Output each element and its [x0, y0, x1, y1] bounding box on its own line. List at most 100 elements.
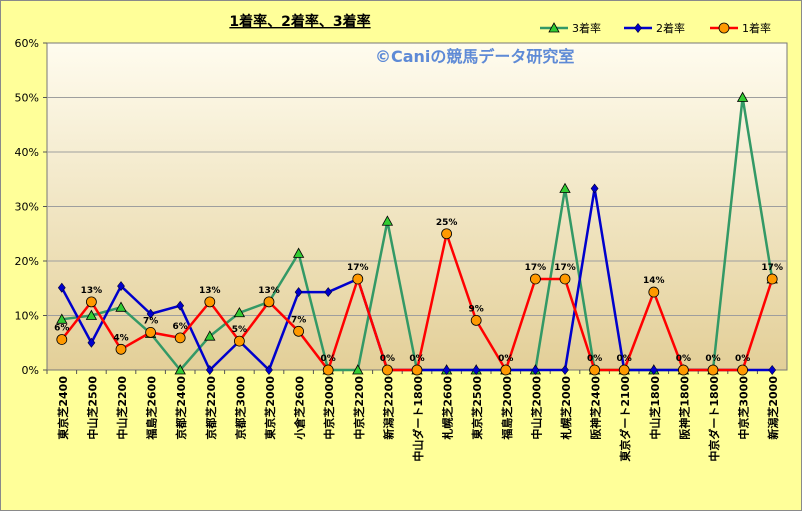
data-point-marker [115, 343, 127, 355]
data-point-marker [145, 326, 157, 338]
x-tick-label: 新潟芝2000 [766, 376, 780, 440]
legend-label: 1着率 [742, 21, 771, 35]
x-tick-label: 東京芝2500 [470, 376, 484, 440]
data-point-marker [768, 365, 777, 375]
y-tick-label: 0% [22, 364, 39, 377]
data-point-marker [737, 364, 748, 376]
data-point-marker [56, 313, 68, 324]
data-point-marker [500, 364, 512, 376]
data-point-marker [589, 364, 600, 376]
x-axis-ticks: 東京芝2400 中山芝2500 中山芝2200 福島芝2600 京都芝2400 京都芝22… [46, 370, 780, 462]
data-label: 25% [436, 218, 458, 228]
data-label: 0% [676, 354, 691, 364]
data-label: 0% [735, 354, 750, 364]
data-point-marker [263, 296, 275, 308]
data-point-marker [204, 330, 216, 341]
x-tick-label: 福島芝2000 [500, 376, 514, 441]
data-point-marker [442, 365, 451, 375]
series-circle [56, 228, 778, 376]
data-point-marker [618, 364, 630, 376]
data-point-marker [648, 286, 660, 298]
data-point-marker [57, 282, 66, 293]
data-point-marker [293, 325, 305, 337]
data-point-marker [146, 308, 155, 319]
x-tick-label: 中山芝2500 [85, 376, 99, 440]
data-point-marker [559, 273, 571, 285]
data-label: 6% [173, 322, 188, 332]
data-point-marker [590, 183, 599, 194]
data-point-marker [381, 364, 393, 376]
data-label: 0% [705, 354, 720, 364]
data-point-marker [381, 215, 394, 226]
data-point-marker [441, 228, 453, 240]
data-label: 9% [469, 304, 484, 314]
y-tick-label: 10% [15, 310, 39, 323]
x-tick-label: 札幌芝2600 [441, 376, 455, 441]
data-point-marker [87, 337, 96, 348]
data-label: 13% [81, 286, 103, 296]
data-point-marker [736, 91, 749, 102]
data-labels: 6% 13% 4% 7% 6% 13% 5% 13% 7% 0% 17% 0% 0% 25% 9% 0% 17%… [54, 218, 783, 364]
data-point-marker [766, 273, 778, 285]
data-label: 0% [321, 354, 336, 364]
x-tick-label: 中山芝2000 [529, 376, 543, 440]
data-point-marker [707, 364, 719, 376]
data-point-marker [559, 182, 571, 193]
data-label: 0% [498, 354, 513, 364]
data-label: 13% [199, 286, 221, 296]
data-point-marker [174, 332, 186, 344]
x-tick-label: 京都芝3000 [233, 376, 247, 440]
data-point-marker [233, 335, 245, 347]
x-tick-label: 京都芝2200 [204, 376, 218, 440]
data-label: 4% [113, 333, 128, 343]
x-tick-label: 中山芝1800 [648, 376, 662, 440]
data-point-marker [204, 296, 216, 308]
data-point-marker [678, 364, 689, 376]
data-point-marker [85, 309, 98, 320]
data-label: 0% [409, 354, 424, 364]
data-point-marker [174, 364, 186, 375]
data-point-marker [472, 365, 481, 375]
y-axis-ticks: 0% 10% 20% 30% 40% 50% 60% [15, 37, 47, 377]
x-tick-label: 小倉芝2600 [293, 376, 307, 441]
legend-label: 3着率 [572, 21, 601, 35]
x-tick-label: 阪神芝1800 [677, 376, 691, 440]
x-tick-label: 中京芝2200 [352, 376, 366, 440]
data-label: 5% [232, 325, 247, 335]
data-label: 7% [143, 316, 158, 326]
data-label: 14% [643, 276, 665, 286]
x-tick-label: 東京ダート2100 [618, 376, 632, 462]
x-tick-label: 札幌芝2000 [559, 376, 573, 441]
x-tick-label: 中京芝3000 [737, 376, 751, 440]
x-tick-label: 中京ダート1800 [707, 376, 721, 462]
x-tick-label: 東京芝2000 [263, 376, 277, 440]
x-tick-label: 京都芝2400 [174, 376, 188, 440]
legend: 3着率 2着率 1着率 [540, 18, 788, 38]
gridlines [47, 97, 787, 316]
data-point-marker [411, 364, 423, 376]
data-label: 17% [347, 263, 369, 273]
data-point-marker [265, 365, 273, 375]
data-point-marker [294, 287, 303, 298]
x-tick-label: 新潟芝2200 [381, 376, 395, 440]
data-point-marker [634, 23, 642, 33]
data-point-marker [530, 273, 541, 285]
legend-label: 2着率 [656, 21, 685, 35]
data-point-marker [322, 364, 334, 376]
y-tick-label: 40% [15, 146, 39, 159]
data-point-marker [115, 301, 127, 312]
x-tick-label: 東京芝2400 [56, 376, 70, 440]
chart-title: 1着率、2着率、3着率 [229, 13, 370, 30]
x-tick-label: 中山ダート1800 [411, 376, 425, 462]
data-point-marker [86, 296, 97, 308]
data-label: 7% [291, 315, 306, 325]
data-label: 0% [587, 354, 602, 364]
x-tick-label: 中山芝2200 [115, 376, 129, 440]
watermark-text: ©Caniの競馬データ研究室 [375, 47, 574, 66]
y-tick-label: 30% [15, 201, 39, 214]
data-point-marker [718, 22, 730, 34]
legend-item: 3着率 [540, 21, 601, 35]
data-point-marker [531, 365, 540, 375]
data-point-marker [352, 364, 364, 375]
